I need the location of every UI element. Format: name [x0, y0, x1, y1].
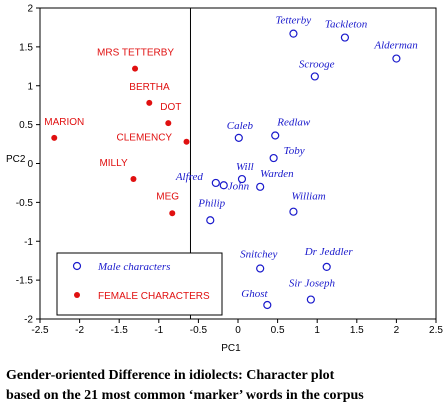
y-tick-label: 1 — [27, 81, 33, 92]
x-tick-label: -1.5 — [111, 325, 129, 336]
point-label-toby: Toby — [284, 145, 305, 157]
point-label-sir-joseph: Sir Joseph — [289, 278, 336, 290]
point-sir-joseph — [306, 295, 315, 304]
point-tetterby — [289, 29, 298, 38]
point-dot — [165, 120, 172, 127]
point-ghost — [263, 300, 272, 310]
point-snitchey — [256, 264, 265, 273]
legend-marker-male — [72, 261, 82, 271]
point-label-alderman: Alderman — [373, 40, 418, 52]
y-tick-label: 0.5 — [19, 120, 33, 131]
point-label-marion: MARION — [44, 117, 84, 128]
legend: Male characters FEMALE CHARACTERS — [56, 252, 223, 316]
x-axis-label: PC1 — [221, 343, 241, 354]
x-tick-label: 1 — [314, 325, 320, 336]
x-tick-label: 1.5 — [350, 325, 364, 336]
point-label-tetterby: Tetterby — [275, 15, 311, 27]
point-scrooge — [310, 72, 319, 81]
point-mrs-tetterby — [132, 65, 139, 72]
scatter-plot: -2.5 -2 -1.5 -1 -0.5 0 0.5 1 1.5 2 2.521.510.50-0.… — [6, 4, 444, 355]
point-philip — [206, 216, 215, 225]
point-label-dot: DOT — [160, 102, 181, 113]
y-tick-label: -0.5 — [16, 198, 34, 209]
point-milly — [130, 176, 137, 183]
y-tick-label: -2 — [24, 315, 33, 326]
axis-ticks: -2.5 -2 -1.5 -1 -0.5 0 0.5 1 1.5 2 2.521.510.50-0.… — [16, 4, 444, 337]
point-label-milly: MILLY — [99, 158, 127, 169]
x-tick-label: 2.5 — [429, 325, 443, 336]
point-label-will: Will — [236, 161, 254, 173]
point-label-philip: Philip — [197, 197, 225, 209]
point-marion — [51, 134, 58, 141]
legend-marker-female — [74, 292, 80, 298]
point-will — [237, 174, 247, 184]
point-alfred — [211, 178, 220, 188]
point-toby — [269, 153, 278, 163]
point-tackleton — [340, 33, 350, 42]
data-points: Tetterby Tackleton Alderman Scrooge Caleb Red… — [44, 15, 418, 310]
point-label-mrs-tetterby: MRS TETTERBY — [97, 48, 174, 59]
point-label-tackleton: Tackleton — [325, 19, 368, 31]
y-tick-label: 0 — [27, 159, 33, 170]
caption-line-2: based on the 21 most common ‘marker’ wor… — [6, 388, 364, 403]
y-tick-label: 2 — [27, 4, 33, 15]
point-bertha — [146, 99, 153, 106]
point-caleb — [234, 133, 243, 142]
point-redlaw — [271, 131, 280, 140]
point-label-ghost: Ghost — [241, 288, 268, 300]
x-tick-label: 2 — [394, 325, 400, 336]
point-label-snitchey: Snitchey — [240, 248, 277, 260]
point-label-bertha: BERTHA — [129, 82, 170, 93]
point-label-meg: MEG — [156, 191, 179, 202]
point-label-warden: Warden — [260, 168, 294, 180]
x-tick-label: 0 — [235, 325, 241, 336]
figure-caption: Gender-oriented Difference in idiolects:… — [6, 366, 442, 406]
x-tick-label: -2 — [75, 325, 84, 336]
x-tick-label: -0.5 — [190, 325, 208, 336]
point-meg — [169, 210, 176, 217]
y-axis-label: PC2 — [6, 154, 26, 165]
y-tick-label: -1 — [24, 237, 33, 248]
point-label-caleb: Caleb — [227, 120, 254, 132]
caption-line-1: Gender-oriented Difference in idiolects:… — [6, 368, 335, 383]
point-label-redlaw: Redlaw — [276, 117, 311, 129]
y-tick-label: -1.5 — [16, 276, 34, 287]
point-clemency — [183, 138, 190, 145]
point-label-clemency: CLEMENCY — [117, 133, 173, 144]
y-tick-label: 1.5 — [19, 42, 33, 53]
legend-box — [56, 252, 223, 316]
point-warden — [256, 182, 265, 191]
x-tick-label: -2.5 — [31, 325, 49, 336]
point-dr-jeddler — [322, 262, 331, 272]
x-tick-label: -1 — [154, 325, 163, 336]
point-william — [289, 207, 298, 216]
legend-label-female: FEMALE CHARACTERS — [98, 291, 210, 302]
point-label-alfred: Alfred — [175, 171, 204, 183]
point-label-william: William — [291, 191, 325, 203]
x-tick-label: 0.5 — [271, 325, 285, 336]
point-john — [219, 181, 228, 190]
point-label-dr-jeddler: Dr Jeddler — [304, 246, 354, 258]
point-label-john: John — [228, 180, 250, 192]
point-label-scrooge: Scrooge — [299, 58, 335, 70]
point-alderman — [392, 54, 401, 63]
legend-label-male: Male characters — [97, 261, 170, 273]
